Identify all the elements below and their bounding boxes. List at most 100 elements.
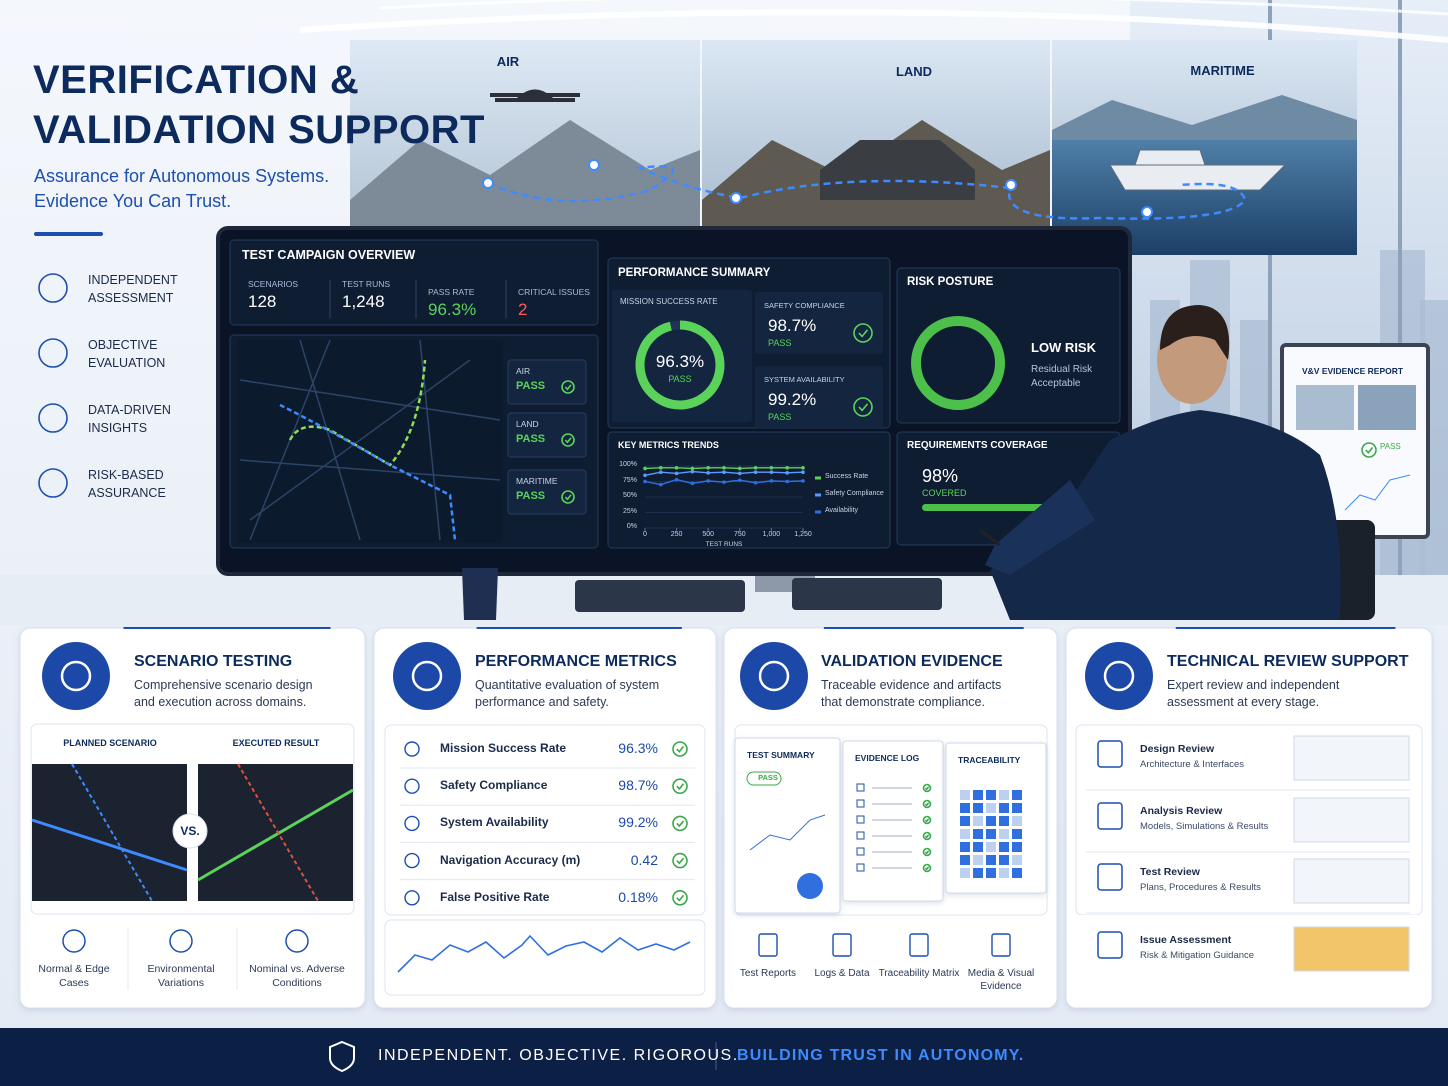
matrix-cell	[973, 829, 983, 839]
matrix-cell	[986, 829, 996, 839]
matrix-cell	[1012, 816, 1022, 826]
scenario-image	[32, 764, 187, 901]
series-point	[722, 480, 726, 484]
item-label: Nominal vs. Adverse Conditions	[249, 963, 345, 989]
series-point	[690, 469, 695, 474]
panel-title: REQUIREMENTS COVERAGE	[907, 440, 1048, 451]
matrix-cell	[999, 790, 1009, 800]
check-icon	[672, 741, 688, 757]
series-point	[753, 470, 758, 475]
review-thumb	[1293, 797, 1410, 843]
row-label: False Positive Rate	[440, 889, 550, 904]
check-mark	[858, 329, 869, 338]
report-status: PASS	[1380, 442, 1401, 451]
check-icon	[672, 889, 688, 906]
footer-shield	[329, 1040, 355, 1073]
matrix-cell	[986, 868, 996, 878]
matrix-cell	[1012, 842, 1022, 852]
accent-bar	[34, 232, 103, 236]
check-icon	[922, 799, 932, 809]
card-icon-glyph	[1103, 660, 1135, 692]
subtitle-line: Assurance for Autonomous Systems.	[34, 166, 330, 186]
domain-label: AIR	[496, 54, 520, 69]
log-box	[856, 783, 865, 792]
matrix-cell	[999, 855, 1009, 865]
y-tick-label: 100%	[619, 461, 637, 468]
series-point	[769, 466, 774, 470]
item-label: Traceability Matrix	[878, 968, 960, 979]
check-mark	[564, 384, 572, 391]
check-mark	[924, 818, 930, 823]
matrix-cell	[960, 855, 970, 865]
route-pin	[588, 159, 600, 171]
matrix-cell	[1012, 829, 1022, 839]
document-title: TEST SUMMARY	[747, 750, 815, 760]
y-tick-label: 50%	[622, 492, 637, 499]
series-point	[674, 477, 679, 482]
card-icon	[1085, 642, 1153, 710]
vehicle	[820, 140, 975, 200]
row-icon	[404, 778, 420, 794]
map	[238, 340, 503, 543]
row-icon	[404, 890, 420, 906]
matrix-cell	[973, 803, 983, 813]
matrix-cell	[1012, 803, 1022, 813]
panel-title: PERFORMANCE SUMMARY	[618, 267, 771, 279]
matrix-cell	[999, 868, 1009, 878]
review-title: Design Review	[1140, 743, 1215, 755]
status-name: LAND	[516, 419, 539, 429]
review-detail: Architecture & Interfaces	[1140, 759, 1245, 770]
map-road	[239, 459, 501, 481]
matrix-cell	[986, 790, 996, 800]
card-icon-glyph	[411, 660, 443, 692]
stat-label: PASS RATE	[428, 287, 475, 297]
item-icon	[285, 929, 309, 953]
domain-label: LAND	[895, 64, 933, 79]
card-icon	[393, 642, 461, 710]
row-label: Safety Compliance	[440, 778, 548, 793]
check-icon	[672, 778, 688, 795]
route-pin	[1141, 206, 1153, 218]
matrix-cell	[960, 868, 970, 878]
matrix-cell	[973, 855, 983, 865]
document	[842, 740, 944, 902]
row-value: 0.18%	[618, 888, 658, 905]
report-chart	[1344, 474, 1411, 511]
metric-box	[755, 366, 883, 428]
check-mark	[676, 820, 685, 828]
map-road	[239, 379, 501, 421]
item-label: Normal & Edge Cases	[38, 963, 110, 989]
map-route	[279, 403, 457, 541]
stat-label: CRITICAL ISSUES	[518, 287, 590, 297]
matrix-cell	[973, 868, 983, 878]
drone	[490, 89, 580, 102]
check-icon	[922, 847, 932, 857]
matrix-cell	[986, 816, 996, 826]
item-icon	[909, 933, 929, 957]
legend-label: Success Rate	[825, 473, 869, 480]
axis-label: TEST RUNS	[705, 541, 743, 548]
boat	[1109, 149, 1287, 191]
matrix-cell	[973, 816, 983, 826]
legend-label: Safety Compliance	[825, 490, 884, 497]
row-label: Navigation Accuracy (m)	[440, 852, 581, 867]
row-icon	[404, 815, 420, 832]
series-point	[785, 479, 789, 484]
series-point	[690, 481, 695, 486]
check-icon	[922, 831, 932, 841]
matrix-cell	[960, 829, 970, 839]
matrix-cell	[999, 816, 1009, 826]
map-road	[299, 339, 361, 541]
person-arm	[985, 480, 1095, 575]
doc-pie	[797, 873, 823, 899]
risk-ring	[911, 316, 1005, 410]
review-thumb	[1293, 735, 1410, 781]
person-hair	[1160, 305, 1230, 360]
review-title: Test Review	[1140, 866, 1200, 878]
scenario-road	[71, 763, 153, 902]
metric-value: 96.3%	[655, 352, 705, 371]
status-value: PASS	[516, 380, 546, 392]
feature-icon	[38, 273, 68, 303]
route-pin	[1005, 179, 1017, 191]
metric-status: PASS	[768, 412, 792, 422]
